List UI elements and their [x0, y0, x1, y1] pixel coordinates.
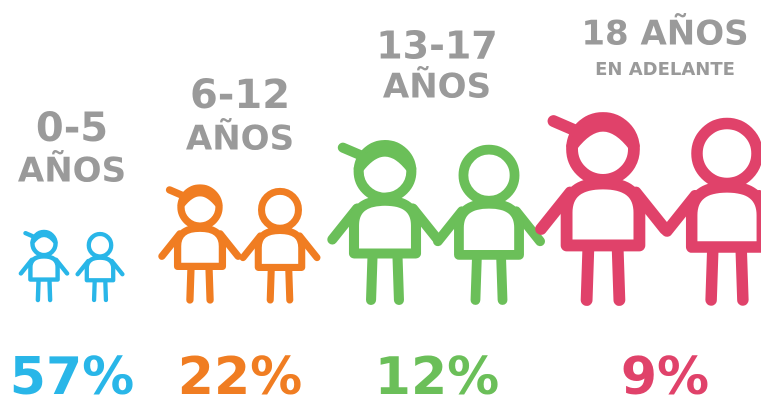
head [258, 187, 302, 232]
age-label: AÑOS [383, 66, 491, 107]
leg [91, 278, 97, 303]
head [458, 144, 520, 206]
leg [35, 277, 41, 303]
body [348, 195, 422, 259]
age-label: 18 AÑOS [581, 13, 748, 54]
body [454, 198, 524, 260]
body [560, 177, 646, 252]
leg [611, 239, 626, 306]
leg [496, 250, 508, 305]
hair [23, 230, 58, 245]
head [86, 231, 114, 259]
body [685, 181, 761, 253]
leg [47, 277, 53, 303]
percent-label: 22% [178, 347, 302, 406]
percent-label: 9% [621, 347, 709, 406]
body [173, 224, 227, 271]
leg [392, 248, 404, 306]
hair [547, 115, 640, 152]
leg [580, 239, 595, 306]
leg [266, 263, 275, 304]
figure-pair [535, 112, 761, 306]
body [84, 255, 116, 283]
body [254, 226, 306, 271]
figure-pair [327, 139, 546, 306]
hair [165, 186, 223, 209]
age-label: AÑOS [186, 118, 294, 159]
leg [470, 250, 482, 305]
leg [186, 262, 195, 304]
leg [366, 248, 378, 306]
body [28, 254, 60, 282]
percent-label: 12% [375, 347, 499, 406]
leg [735, 241, 749, 306]
percent-label: 57% [10, 347, 134, 406]
figure-pair [18, 229, 125, 303]
leg [285, 263, 294, 304]
age-label: 13-17 [376, 24, 498, 68]
leg [103, 278, 109, 303]
leg [705, 241, 719, 306]
age-label: EN ADELANTE [595, 59, 735, 80]
age-label: AÑOS [18, 150, 126, 191]
hair [337, 142, 417, 174]
leg [205, 262, 214, 304]
head [691, 117, 761, 190]
age-label: 0-5 [36, 105, 108, 151]
age-label: 6-12 [190, 72, 290, 118]
figure-pair [158, 184, 321, 304]
